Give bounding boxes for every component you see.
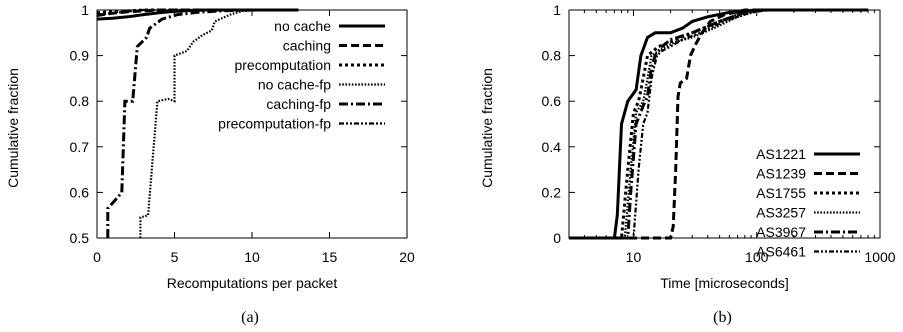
series-line-as1755 <box>569 8 869 240</box>
legend-label: AS3967 <box>756 224 806 240</box>
y-axis-label: Cumulative fraction <box>479 68 495 188</box>
y-tick-label: 0.8 <box>70 93 90 109</box>
y-tick-label: 0.6 <box>70 184 90 200</box>
legend-label: AS1239 <box>756 166 806 182</box>
y-tick-label: 0.6 <box>542 93 562 109</box>
x-tick-label: 20 <box>399 249 415 265</box>
legend-label: AS1755 <box>756 185 806 201</box>
x-tick-label: 10 <box>244 249 260 265</box>
x-tick-label: 100 <box>745 249 769 265</box>
x-axis-label: Time [microseconds] <box>660 275 789 291</box>
panel-caption: (a) <box>241 309 259 326</box>
x-tick-label: 5 <box>171 249 179 265</box>
series-line-as1221 <box>569 8 869 240</box>
y-tick-label: 0.4 <box>542 139 562 155</box>
plot-frame <box>568 9 881 239</box>
legend-label: caching-fp <box>266 96 331 112</box>
legend-label: AS1221 <box>756 146 806 162</box>
series-line-as6461 <box>569 8 869 240</box>
x-axis-label: Recomputations per packet <box>167 275 338 291</box>
chart-panel-1: 0 0.2 0.4 0.6 0.8 1 10 100 1000 AS1221 AS1239 AS175… <box>479 2 896 326</box>
x-tick-label: 15 <box>322 249 338 265</box>
x-tick-label: 1000 <box>864 249 895 265</box>
series-line-caching-fp <box>106 8 299 238</box>
series-line-as3257 <box>569 8 869 240</box>
y-tick-label: 0.7 <box>70 139 90 155</box>
legend-label: precomputation-fp <box>218 116 331 132</box>
x-tick-label: 10 <box>626 249 642 265</box>
y-tick-label: 0.8 <box>542 48 562 64</box>
legend-label: precomputation <box>234 57 331 73</box>
y-tick-label: 0.9 <box>70 48 90 64</box>
series-group <box>569 8 869 240</box>
legend-label: no cache <box>274 18 331 34</box>
y-axis-label: Cumulative fraction <box>5 68 21 188</box>
series-line-as1239 <box>569 8 869 240</box>
legend-label: caching <box>283 38 331 54</box>
legend-label: AS3257 <box>756 205 806 221</box>
x-tick-label: 0 <box>93 249 101 265</box>
plot-frame <box>96 9 408 239</box>
y-tick-label: 0.2 <box>542 184 562 200</box>
legend-label: no cache-fp <box>258 77 331 93</box>
y-tick-label: 1 <box>81 2 89 18</box>
panel-caption: (b) <box>713 309 732 326</box>
legend-label: AS6461 <box>756 244 806 260</box>
y-tick-label: 0 <box>553 230 561 246</box>
series-line-as3967 <box>569 8 869 240</box>
y-tick-label: 0.5 <box>70 230 90 246</box>
y-tick-label: 1 <box>553 2 561 18</box>
